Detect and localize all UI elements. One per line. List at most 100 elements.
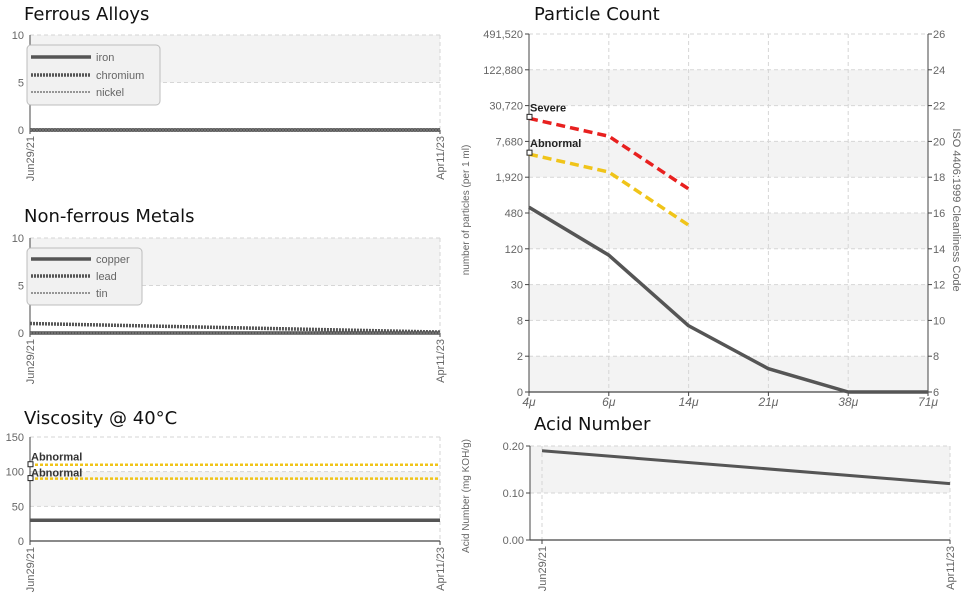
particle-limit-label: Severe bbox=[530, 102, 566, 114]
particle-y2tick-label: 12 bbox=[933, 280, 945, 292]
nonferrous-xtick-label: Jun29/21 bbox=[25, 339, 37, 384]
ferrous-xtick-label: Apr11/23 bbox=[435, 136, 447, 180]
viscosity-limit-label: Abnormal bbox=[31, 452, 82, 464]
particle-ytick-label: 30,720 bbox=[489, 101, 523, 113]
particle-band bbox=[529, 69, 928, 106]
ferrous-title: Ferrous Alloys bbox=[24, 4, 150, 25]
nonferrous-legend[interactable]: copper lead tin bbox=[26, 247, 143, 306]
particle-y2tick-label: 18 bbox=[933, 172, 945, 184]
particle-y2tick-label: 20 bbox=[933, 136, 945, 148]
legend-label-iron: iron bbox=[96, 52, 114, 64]
nonferrous-series-line bbox=[29, 321, 441, 334]
viscosity-limit-label: Abnormal bbox=[31, 468, 82, 480]
particle-ytick-label: 491,520 bbox=[483, 29, 523, 41]
viscosity-ytick-label: 50 bbox=[12, 501, 24, 513]
viscosity-yticks: 0 50 100 150 bbox=[6, 432, 24, 548]
particle-xticks: 4μ 6μ 14μ 21μ 38μ 71μ bbox=[522, 392, 938, 409]
nonferrous-xtick-label: Apr11/23 bbox=[435, 339, 447, 383]
particle-band bbox=[529, 141, 928, 178]
ferrous-ytick-label: 5 bbox=[18, 78, 24, 90]
viscosity-band bbox=[30, 471, 440, 507]
particle-band bbox=[529, 284, 928, 321]
ferrous-legend[interactable]: iron chromium nickel bbox=[26, 44, 161, 106]
acid-xtick-label: Apr11/23 bbox=[945, 546, 957, 590]
particle-limit-line bbox=[528, 152, 690, 227]
nonferrous-ytick-label: 5 bbox=[18, 281, 24, 293]
ferrous-ytick-label: 10 bbox=[12, 30, 24, 42]
particle-ytick-label: 30 bbox=[511, 280, 523, 292]
acid-xtick-label: Jun29/21 bbox=[537, 546, 549, 591]
viscosity-xticks: Jun29/21 Apr11/23 bbox=[25, 541, 447, 592]
particle-y2ticks: 6 8 10 12 14 16 18 20 22 24 26 bbox=[928, 29, 945, 399]
particle-ytick-label: 480 bbox=[505, 208, 523, 220]
acid-yticks: 0.00 0.10 0.20 bbox=[503, 441, 524, 547]
particle-yticks: 0 2 8 30 120 480 1,920 7,680 30,720 122,880 491,52… bbox=[483, 29, 523, 399]
particle-y2tick-label: 10 bbox=[933, 315, 945, 327]
particle-xtick-label: 4μ bbox=[522, 395, 536, 409]
nonferrous-xticks: Jun29/21 Apr11/23 bbox=[25, 333, 447, 384]
particle-limit-label: Abnormal bbox=[530, 138, 581, 150]
acid-ytick-label: 0.20 bbox=[503, 441, 524, 453]
particle-xtick-label: 71μ bbox=[918, 395, 938, 409]
nonferrous-yticks: 0 5 10 bbox=[12, 233, 24, 340]
particle-series-line bbox=[528, 205, 928, 394]
particle-limits: Severe Abnormal bbox=[526, 102, 690, 227]
particle-bands bbox=[529, 69, 928, 392]
ferrous-yticks: 0 5 10 bbox=[12, 30, 24, 137]
nonferrous-title: Non-ferrous Metals bbox=[24, 206, 195, 227]
particle-y2tick-label: 14 bbox=[933, 244, 945, 256]
viscosity-ytick-label: 0 bbox=[18, 536, 24, 548]
particle-y2tick-label: 24 bbox=[933, 65, 945, 77]
particle-ytick-label: 1,920 bbox=[495, 172, 523, 184]
particle-y2tick-label: 6 bbox=[933, 387, 939, 399]
particle-band bbox=[529, 213, 928, 249]
legend-label-tin: tin bbox=[96, 288, 108, 300]
nonferrous-chart: 0 5 10 Jun29/21 Apr11/23 copper lead tin bbox=[12, 233, 447, 384]
viscosity-ytick-label: 150 bbox=[6, 432, 24, 444]
particle-y2label: ISO 4406:1999 Cleanliness Code bbox=[950, 128, 962, 291]
ferrous-xtick-label: Jun29/21 bbox=[25, 136, 37, 181]
acid-xticks: Jun29/21 Apr11/23 bbox=[537, 540, 957, 591]
particle-y2tick-label: 16 bbox=[933, 208, 945, 220]
legend-label-copper: copper bbox=[96, 254, 130, 266]
particle-chart: 0 2 8 30 120 480 1,920 7,680 30,720 122,880 491,52… bbox=[461, 29, 962, 409]
particle-xtick-label: 38μ bbox=[838, 395, 858, 409]
viscosity-title: Viscosity @ 40°C bbox=[24, 408, 178, 429]
legend-label-lead: lead bbox=[96, 271, 117, 283]
particle-limit-marker bbox=[526, 149, 533, 156]
particle-ylabel: number of particles (per 1 ml) bbox=[461, 145, 472, 276]
particle-limit-line bbox=[528, 116, 690, 191]
particle-ytick-label: 120 bbox=[505, 244, 523, 256]
legend-label-chromium: chromium bbox=[96, 70, 144, 82]
viscosity-xtick-label: Jun29/21 bbox=[25, 547, 37, 592]
particle-y2tick-label: 8 bbox=[933, 351, 939, 363]
viscosity-grid bbox=[29, 436, 441, 542]
viscosity-bands bbox=[30, 471, 440, 507]
acid-ytick-label: 0.00 bbox=[503, 535, 524, 547]
viscosity-limits: Abnormal Abnormal bbox=[27, 452, 440, 482]
acid-title: Acid Number bbox=[534, 414, 651, 435]
nonferrous-ytick-label: 10 bbox=[12, 233, 24, 245]
particle-xtick-label: 21μ bbox=[757, 395, 778, 409]
acid-series-line bbox=[541, 449, 951, 486]
particle-ytick-label: 7,680 bbox=[495, 136, 523, 148]
particle-lines bbox=[528, 205, 928, 394]
ferrous-ytick-label: 0 bbox=[18, 125, 24, 137]
legend-label-nickel: nickel bbox=[96, 87, 124, 99]
acid-ytick-label: 0.10 bbox=[503, 488, 524, 500]
particle-ytick-label: 122,880 bbox=[483, 65, 523, 77]
particle-ytick-label: 2 bbox=[517, 351, 523, 363]
viscosity-xtick-label: Apr11/23 bbox=[435, 547, 447, 591]
nonferrous-ytick-label: 0 bbox=[18, 328, 24, 340]
viscosity-limit-marker bbox=[27, 475, 34, 482]
particle-ytick-label: 8 bbox=[517, 315, 523, 327]
particle-xtick-label: 6μ bbox=[602, 395, 616, 409]
particle-title: Particle Count bbox=[534, 4, 660, 25]
particle-ytick-label: 0 bbox=[517, 387, 523, 399]
ferrous-chart: 0 5 10 Jun29/21 Apr11/23 iron chromium nick… bbox=[12, 30, 447, 181]
particle-y2tick-label: 22 bbox=[933, 101, 945, 113]
acid-grid bbox=[526, 445, 951, 541]
acid-lines bbox=[541, 449, 951, 486]
acid-band bbox=[530, 446, 950, 493]
